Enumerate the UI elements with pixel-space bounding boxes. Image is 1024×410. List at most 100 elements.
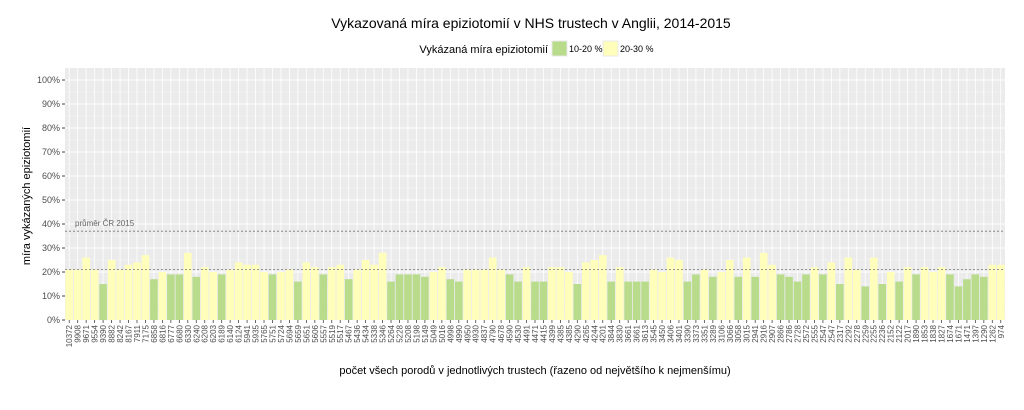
- x-tick-label: 9671: [82, 324, 91, 342]
- bar: [658, 272, 666, 320]
- reference-lines: průměr ČR 2015: [65, 219, 1005, 271]
- bar: [869, 257, 878, 320]
- x-tick-label: 3844: [607, 324, 616, 342]
- x-tick-label: 6208: [201, 324, 210, 342]
- x-tick-label: 7911: [133, 324, 142, 342]
- x-tick-label: 5724: [277, 324, 286, 342]
- x-tick-label: 6189: [218, 324, 227, 342]
- x-tick-label: 5765: [260, 324, 269, 342]
- x-tick-label: 4415: [539, 324, 548, 342]
- x-tick-label: 2547: [827, 324, 836, 342]
- x-tick-label: 2547: [819, 324, 828, 342]
- bar: [920, 267, 929, 320]
- bar: [548, 267, 556, 320]
- bar: [361, 260, 370, 320]
- bar: [836, 284, 844, 320]
- bar: [183, 252, 192, 320]
- bar: [683, 281, 692, 320]
- bar: [446, 279, 455, 320]
- x-tick-label: 1838: [929, 324, 938, 342]
- x-tick-label: 5519: [328, 324, 337, 342]
- x-tick-label: 5208: [404, 324, 413, 342]
- x-tick-label: 2278: [853, 324, 862, 342]
- legend-title: Vykázaná míra epiziotomií: [419, 44, 548, 56]
- bar: [793, 281, 802, 320]
- x-tick-label: 3830: [616, 324, 625, 342]
- x-axis-title: počet všech porodů v jednotlivých truste…: [339, 365, 730, 377]
- bar: [327, 267, 336, 320]
- x-tick-label: 4471: [531, 324, 540, 342]
- x-tick-label: 6816: [158, 324, 167, 342]
- bar: [903, 267, 912, 320]
- x-tick-label: 6124: [235, 324, 244, 342]
- bar: [319, 274, 328, 320]
- bar: [692, 274, 700, 320]
- bar: [192, 276, 201, 320]
- bar: [886, 272, 895, 320]
- bar: [980, 276, 988, 320]
- bar: [717, 272, 726, 320]
- x-tick-label: 974: [997, 324, 1006, 338]
- x-tick-label: 5228: [396, 324, 405, 342]
- x-tick-label: 3106: [717, 324, 726, 342]
- bar: [844, 257, 853, 320]
- bar: [878, 284, 887, 320]
- bar: [810, 267, 819, 320]
- bar: [387, 281, 395, 320]
- x-tick-label: 2572: [802, 324, 811, 342]
- y-tick-label: 90%: [42, 99, 60, 109]
- bar: [73, 269, 82, 320]
- bar: [539, 281, 548, 320]
- bar: [768, 264, 776, 320]
- x-tick-label: 3613: [641, 324, 650, 342]
- bar: [311, 267, 319, 320]
- x-tick-label: 4837: [480, 324, 489, 342]
- x-tick-label: 3289: [709, 324, 718, 342]
- bar: [480, 269, 488, 320]
- x-tick-label: 4385: [556, 324, 565, 342]
- bar: [742, 257, 751, 320]
- bar: [438, 267, 446, 320]
- legend-swatch-20-30: [602, 40, 619, 57]
- x-tick-label: 6330: [184, 324, 193, 342]
- x-tick-label: 5659: [294, 324, 303, 342]
- bar: [700, 269, 709, 320]
- x-tick-label: 5651: [302, 324, 311, 342]
- x-axis: 10372 9908 9671 9554 9390 8882 8242 8167 7911 717…: [65, 320, 1006, 347]
- x-tick-label: 4950: [463, 324, 472, 342]
- legend-swatch-10-20: [551, 40, 568, 57]
- bar: [751, 276, 759, 320]
- bar: [454, 281, 463, 320]
- bar: [802, 274, 810, 320]
- bar: [497, 269, 505, 320]
- bar: [556, 267, 565, 320]
- x-tick-label: 4790: [489, 324, 498, 342]
- bar: [624, 281, 632, 320]
- x-tick-label: 4530: [514, 324, 523, 342]
- x-tick-label: 3058: [734, 324, 743, 342]
- x-tick-label: 8167: [125, 324, 134, 342]
- x-tick-label: 2728: [794, 324, 803, 342]
- bar: [99, 284, 107, 320]
- x-tick-label: 3406: [666, 324, 675, 342]
- x-tick-label: 9554: [91, 324, 100, 342]
- x-tick-label: 5517: [336, 324, 345, 342]
- x-tick-label: 4678: [497, 324, 506, 342]
- x-tick-label: 1290: [980, 324, 989, 342]
- x-tick-label: 9908: [74, 324, 83, 342]
- x-tick-label: 3661: [624, 324, 633, 342]
- x-tick-label: 1397: [971, 324, 980, 342]
- legend-label-10-20: 10-20 %: [569, 44, 603, 54]
- y-tick-label: 20%: [42, 267, 60, 277]
- x-tick-label: 5264: [387, 324, 396, 342]
- bar: [505, 274, 514, 320]
- bar: [429, 272, 438, 320]
- x-tick-label: 4201: [599, 324, 608, 342]
- x-tick-label: 1471: [963, 324, 972, 342]
- bar: [946, 274, 954, 320]
- bar: [615, 267, 624, 320]
- bar: [649, 269, 658, 320]
- x-tick-label: 4399: [548, 324, 557, 342]
- bar: [226, 269, 234, 320]
- x-tick-label: 1853: [921, 324, 930, 342]
